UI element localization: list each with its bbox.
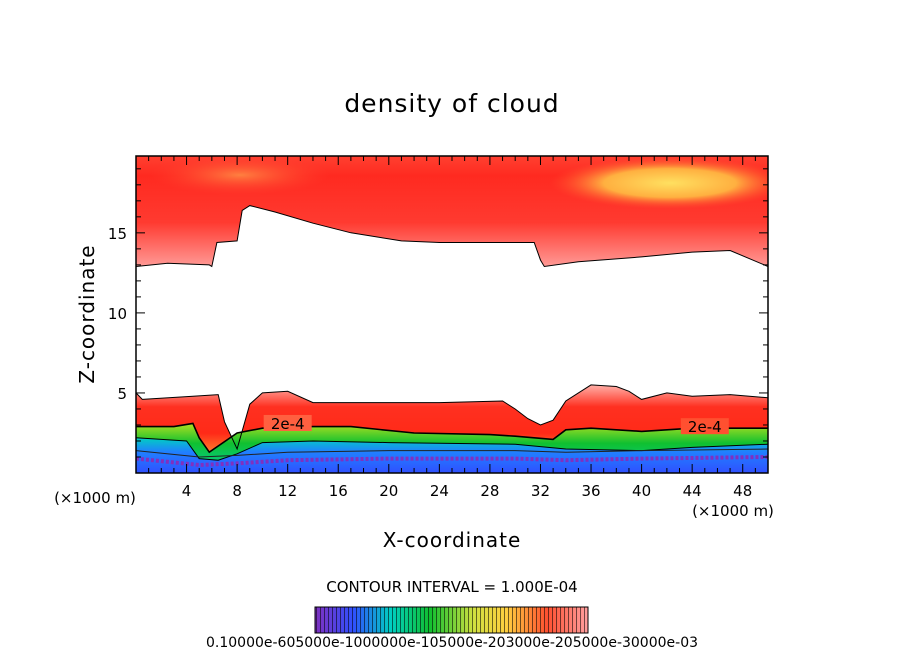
y-tick-label: 5: [117, 385, 127, 403]
contour-label: 2e-4: [271, 415, 305, 433]
contour-interval-text: CONTOUR INTERVAL = 1.000E-04: [326, 578, 577, 596]
blue-layer: [136, 437, 768, 473]
plot-fill-layer: [136, 156, 768, 473]
colorbar: [314, 606, 589, 634]
x-tick-label: 40: [632, 482, 651, 500]
y-axis-label: Z-coordinate: [75, 244, 99, 383]
x-axis-ticks: 4 8 12 16 20 24 28 32 36 40 44 48: [148, 156, 756, 500]
x-tick-label: 36: [581, 482, 600, 500]
x-tick-label: 8: [232, 482, 242, 500]
chart-title: density of cloud: [344, 89, 559, 118]
lower-boundary-contour: [136, 384, 768, 451]
colorbar-labels: 0.10000e-605000e-1000000e-105000e-203000…: [206, 635, 698, 651]
base-contour: [136, 448, 768, 458]
x-axis-label: X-coordinate: [383, 528, 522, 552]
upper-yellow-band: [550, 157, 768, 209]
y-axis-ticks: 5 10 15: [108, 168, 768, 458]
contour-label-bg: [680, 418, 729, 435]
x-tick-label: 28: [480, 482, 499, 500]
y-tick-label: 10: [108, 305, 127, 323]
x-tick-label: 44: [683, 482, 702, 500]
colorbar-tick-pattern: [315, 607, 588, 633]
x-tick-label: 12: [278, 482, 297, 500]
y-tick-label: 15: [108, 225, 127, 243]
purple-speckle-layer: [136, 455, 768, 468]
contour-label: 2e-4: [688, 418, 722, 436]
x-tick-label: 4: [182, 482, 192, 500]
x-tick-label: 20: [379, 482, 398, 500]
x-tick-label: 16: [329, 482, 348, 500]
x-unit-right: (×1000 m): [692, 502, 774, 520]
contour-labels: 2e-4 2e-4: [263, 414, 729, 436]
x-tick-label: 48: [733, 482, 752, 500]
x-tick-label: 24: [430, 482, 449, 500]
upper-orange-band: [150, 156, 330, 195]
contour-label-bg: [263, 414, 312, 431]
contour-2e-4: [136, 422, 768, 454]
colorbar-frame: [314, 606, 589, 634]
upper-boundary-contour: [136, 205, 768, 268]
x-tick-label: 32: [531, 482, 550, 500]
x-unit-left: (×1000 m): [54, 489, 136, 507]
